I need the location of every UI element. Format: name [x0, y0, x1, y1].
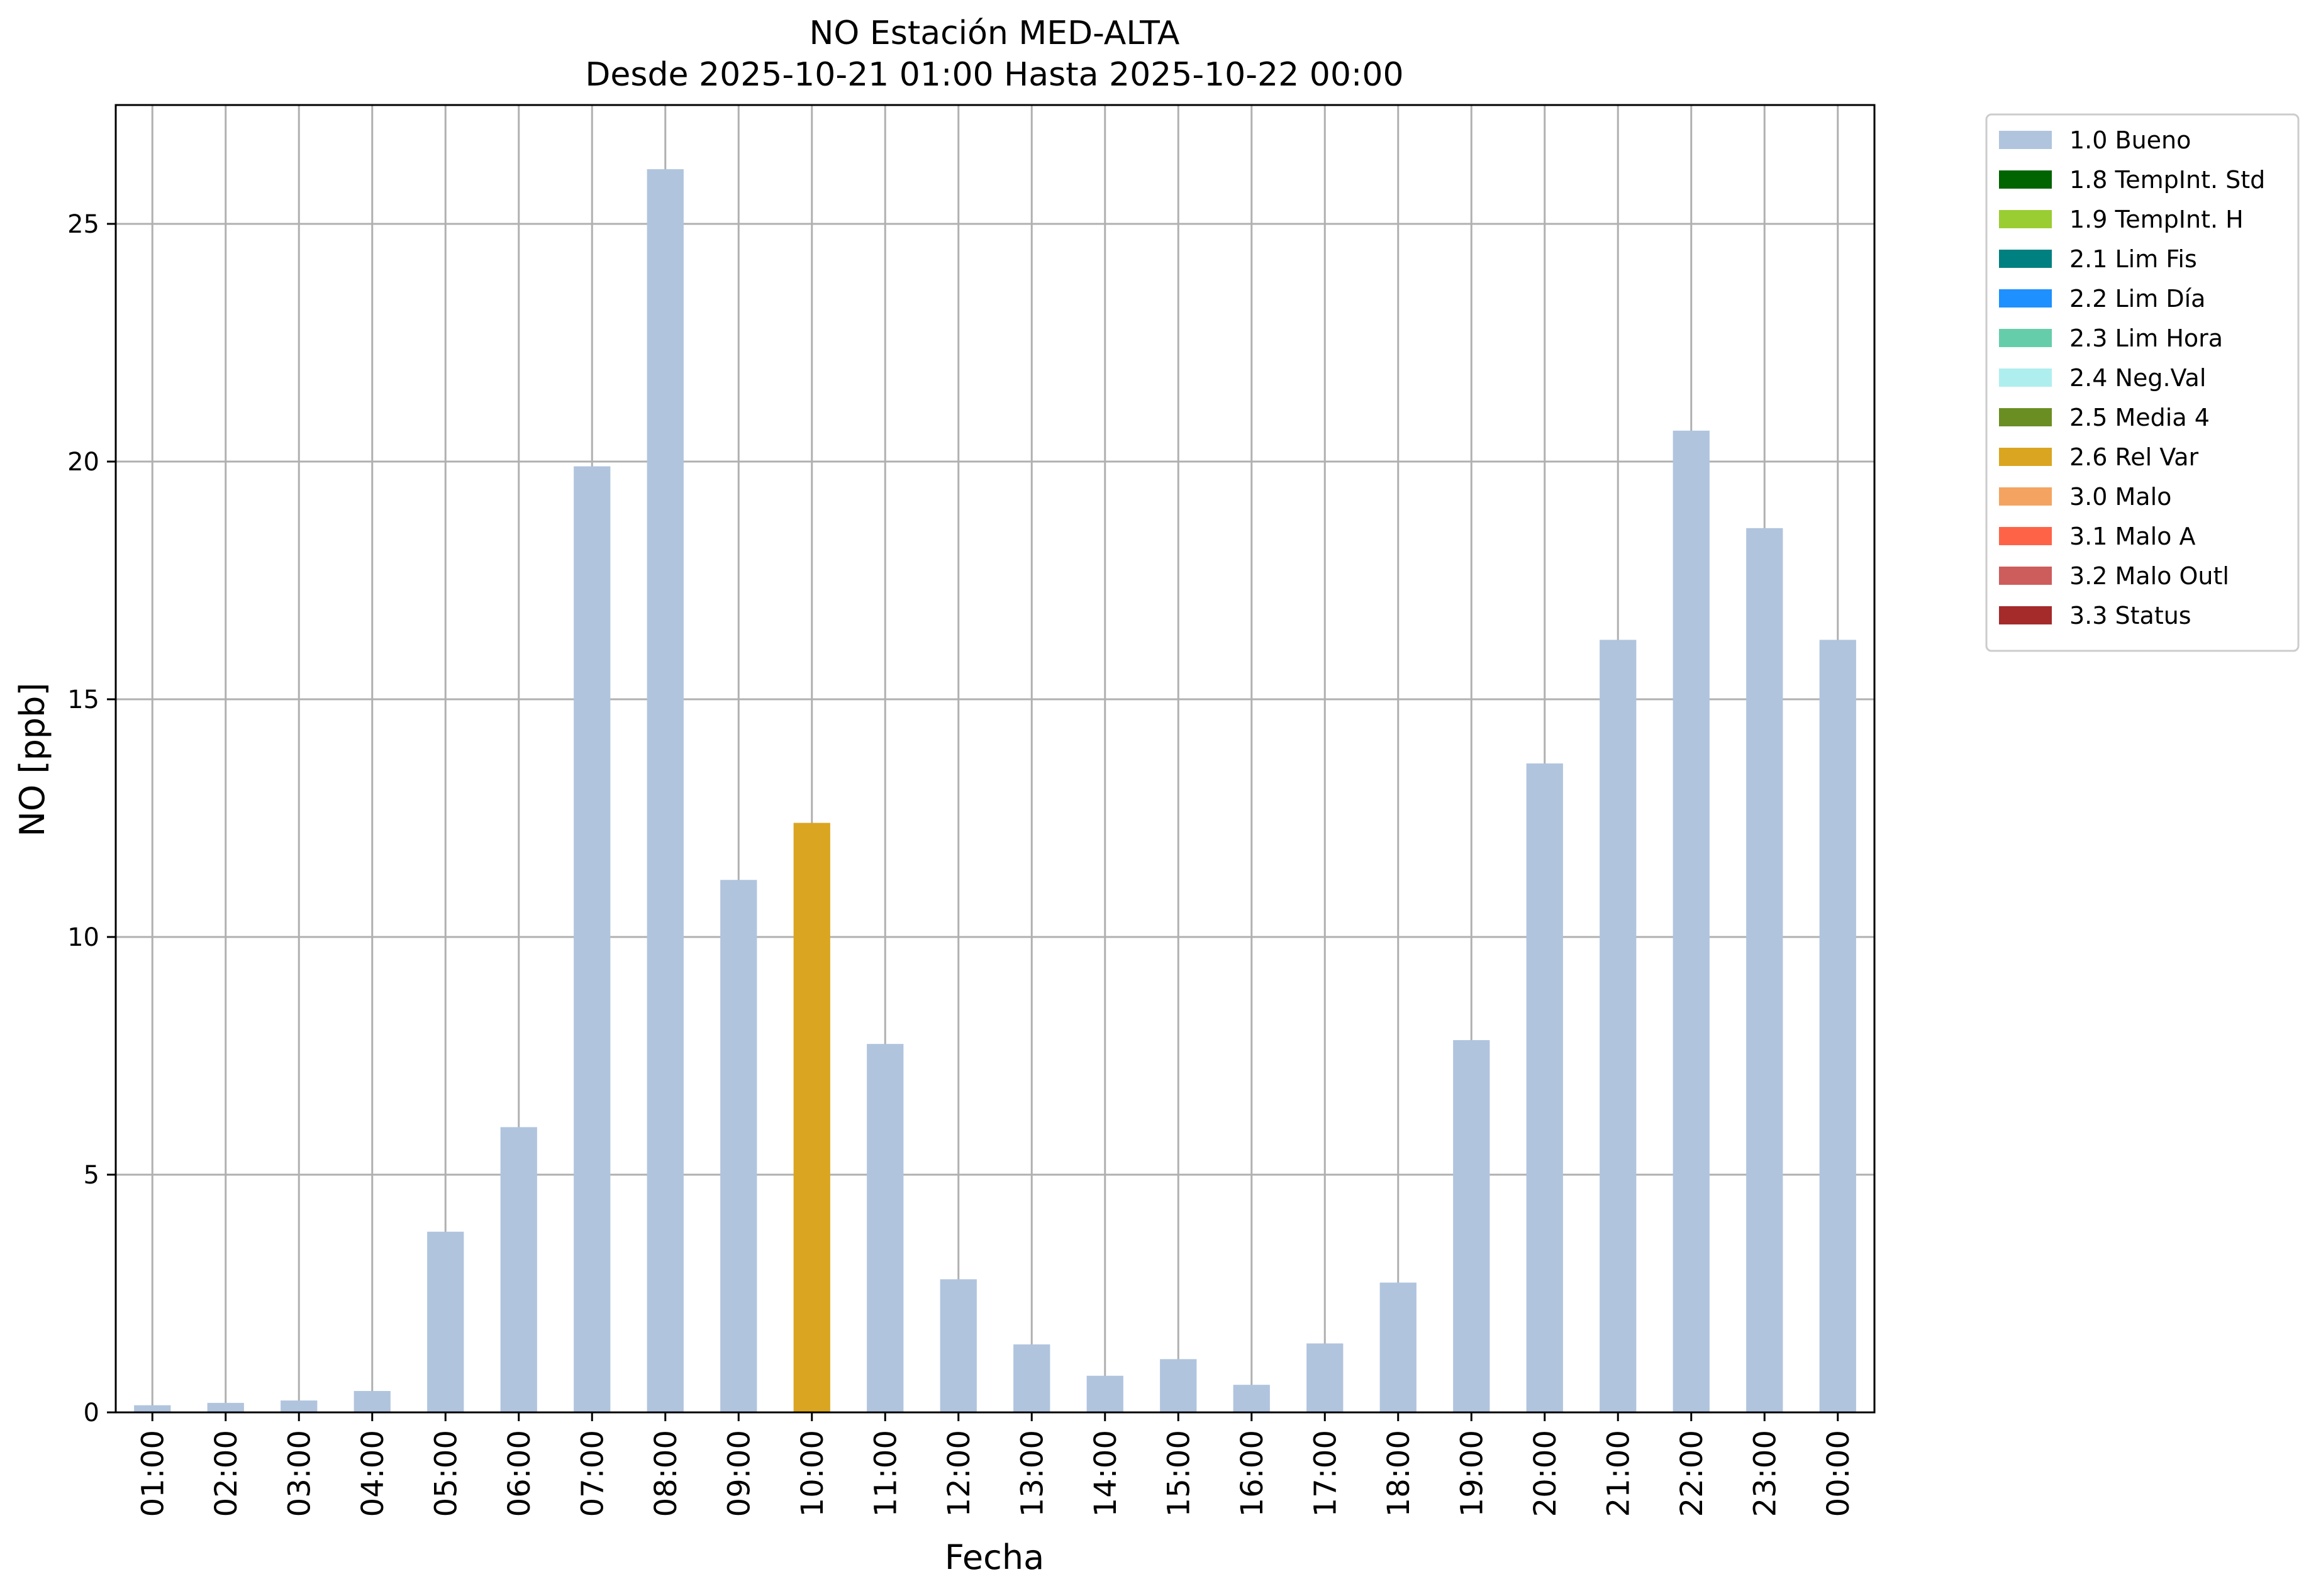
plot-frame: [114, 104, 1876, 1414]
bar-1500: [1160, 1359, 1197, 1412]
bar-0100: [134, 1405, 171, 1412]
y-tick-label: 5: [84, 1161, 99, 1190]
legend-label-1.0: 1.0 Bueno: [2069, 126, 2191, 154]
legend-label-2.4: 2.4 Neg.Val: [2069, 364, 2206, 392]
x-tick-label: 18:00: [1381, 1430, 1417, 1517]
x-tick-label: 02:00: [209, 1430, 244, 1517]
legend-swatch-2.6: [1999, 448, 2052, 466]
y-tick-label: 15: [67, 685, 99, 714]
bar-0400: [354, 1390, 391, 1412]
x-axis-label: Fecha: [945, 1538, 1044, 1577]
bar-1900: [1453, 1040, 1490, 1412]
legend-label-2.5: 2.5 Media 4: [2069, 404, 2210, 431]
chart-title: NO Estación MED-ALTA: [810, 14, 1180, 52]
legend-label-2.3: 2.3 Lim Hora: [2069, 324, 2223, 352]
y-tick-label: 10: [67, 923, 99, 952]
bar-0600: [500, 1127, 537, 1412]
bar-2100: [1600, 640, 1637, 1412]
bar-1000: [793, 823, 830, 1412]
x-tick-label: 13:00: [1015, 1430, 1050, 1517]
bar-0000: [1819, 640, 1856, 1412]
x-tick-label: 04:00: [355, 1430, 391, 1517]
bar-0500: [427, 1231, 464, 1412]
x-tick-label: 14:00: [1088, 1430, 1123, 1517]
legend-swatch-3.3: [1999, 606, 2052, 624]
y-tick-label: 25: [67, 210, 99, 239]
legend-label-3.0: 3.0 Malo: [2069, 483, 2171, 511]
x-tick-label: 08:00: [649, 1430, 684, 1517]
x-tick-label: 17:00: [1308, 1430, 1343, 1517]
x-tick-label: 03:00: [282, 1430, 317, 1517]
legend-label-3.1: 3.1 Malo A: [2069, 523, 2195, 550]
legend-label-1.8: 1.8 TempInt. Std: [2069, 166, 2265, 194]
legend-label-3.3: 3.3 Status: [2069, 602, 2191, 629]
x-tick-label: 11:00: [868, 1430, 903, 1517]
legend-swatch-3.0: [1999, 487, 2052, 506]
bar-0300: [281, 1400, 318, 1412]
legend-swatch-3.2: [1999, 567, 2052, 585]
bar-1300: [1013, 1344, 1050, 1412]
x-tick-label: 10:00: [795, 1430, 830, 1517]
bar-1200: [940, 1279, 977, 1412]
bar-1800: [1379, 1282, 1417, 1412]
bar-1400: [1086, 1375, 1123, 1412]
legend-swatch-1.8: [1999, 170, 2052, 189]
bar-0800: [647, 169, 684, 1412]
legend-swatch-3.1: [1999, 527, 2052, 545]
legend-box: [1985, 113, 2300, 652]
legend-swatch-2.3: [1999, 329, 2052, 347]
x-tick-label: 07:00: [575, 1430, 610, 1517]
legend-swatch-1.0: [1999, 131, 2052, 149]
bar-0200: [207, 1402, 244, 1412]
x-tick-label: 19:00: [1454, 1430, 1489, 1517]
legend-swatch-2.4: [1999, 369, 2052, 387]
x-tick-label: 20:00: [1528, 1430, 1563, 1517]
legend-label-2.2: 2.2 Lim Día: [2069, 285, 2205, 313]
x-tick-label: 15:00: [1161, 1430, 1196, 1517]
x-tick-label: 21:00: [1601, 1430, 1636, 1517]
x-tick-label: 16:00: [1235, 1430, 1270, 1517]
legend-swatch-2.2: [1999, 289, 2052, 308]
x-tick-label: 12:00: [942, 1430, 977, 1517]
legend-swatch-2.1: [1999, 250, 2052, 268]
bar-1100: [867, 1044, 904, 1412]
y-tick-label: 0: [84, 1399, 99, 1427]
legend-label-2.1: 2.1 Lim Fis: [2069, 245, 2197, 273]
chart-subtitle: Desde 2025-10-21 01:00 Hasta 2025-10-22 …: [585, 56, 1403, 94]
x-tick-label: 00:00: [1821, 1430, 1856, 1517]
legend-swatch-1.9: [1999, 210, 2052, 228]
bar-1700: [1306, 1343, 1344, 1412]
plot-area: 0 5 10 15 20 25 01:00 02:00 03:00 04:00 05:00 06:00…: [67, 104, 1876, 1517]
x-tick-label: 05:00: [428, 1430, 464, 1517]
x-tick-label: 09:00: [721, 1430, 757, 1517]
y-axis-label: NO [ppb]: [13, 682, 52, 836]
x-tick-label: 06:00: [502, 1430, 537, 1517]
y-tick-label: 20: [67, 448, 99, 477]
bar-0700: [574, 466, 611, 1412]
legend: 1.0 Bueno 1.8 TempInt. Std 1.9 TempInt. H 2…: [1985, 113, 2300, 652]
bar-1600: [1233, 1385, 1270, 1412]
x-tick-label: 22:00: [1674, 1430, 1710, 1517]
x-tick-label: 23:00: [1747, 1430, 1783, 1517]
bar-2200: [1673, 430, 1710, 1412]
bar-0900: [720, 880, 757, 1412]
bar-2000: [1526, 763, 1563, 1412]
legend-label-3.2: 3.2 Malo Outl: [2069, 562, 2229, 590]
legend-label-1.9: 1.9 TempInt. H: [2069, 206, 2244, 233]
legend-swatch-2.5: [1999, 408, 2052, 426]
x-tick-label: 01:00: [135, 1430, 170, 1517]
bar-2300: [1746, 528, 1783, 1412]
legend-label-2.6: 2.6 Rel Var: [2069, 443, 2199, 471]
